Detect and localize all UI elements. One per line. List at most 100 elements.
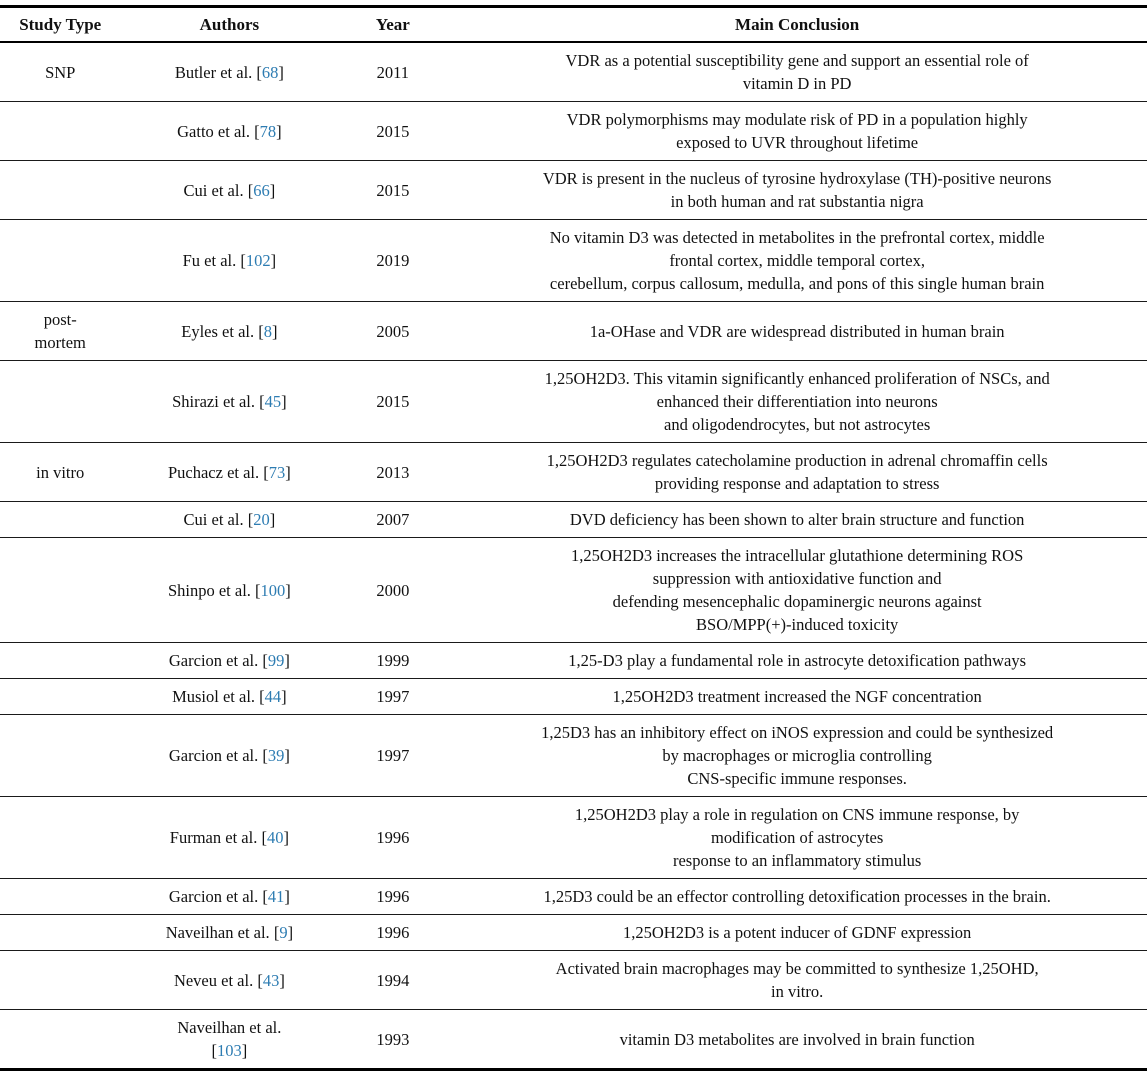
conclusion-cell: DVD deficiency has been shown to alter b… — [447, 501, 1147, 538]
study-type-cell — [0, 914, 121, 951]
study-type-cell: SNP — [0, 42, 121, 102]
column-header-authors: Authors — [120, 6, 339, 43]
study-type-cell — [0, 501, 121, 538]
table-row: Musiol et al. [44] 1997 1,25OH2D3 treatm… — [0, 678, 1147, 715]
authors-cell: Cui et al. [66] — [120, 160, 339, 220]
table-row: Neveu et al. [43] 1994 Activated brain m… — [0, 950, 1147, 1010]
conclusion-cell: 1,25OH2D3 treatment increased the NGF co… — [447, 678, 1147, 715]
authors-cell: Musiol et al. [44] — [120, 678, 339, 715]
study-type-cell — [0, 878, 121, 915]
citation-link[interactable]: 44 — [264, 687, 282, 706]
year-cell: 2019 — [338, 219, 448, 302]
authors-cell: Neveu et al. [43] — [120, 950, 339, 1010]
year-cell: 1997 — [338, 678, 448, 715]
conclusion-cell: vitamin D3 metabolites are involved in b… — [619, 1029, 975, 1049]
year-cell: 1993 — [376, 1029, 410, 1049]
column-header-year: Year — [338, 6, 448, 43]
authors-cell: Eyles et al. [8] — [120, 301, 339, 361]
citation-link[interactable]: 43 — [262, 970, 280, 990]
authors-cell: Shinpo et al. [100] — [120, 537, 339, 643]
citation-link[interactable]: 73 — [268, 462, 286, 482]
table-row: in vitro Puchacz et al. [73] 2013 1,25OH… — [0, 442, 1147, 502]
year-cell: 2007 — [338, 501, 448, 538]
year-cell: 2013 — [338, 442, 448, 502]
conclusion-cell: 1,25D3 has an inhibitory effect on iNOS … — [447, 714, 1147, 797]
table-row: Cui et al. [66] 2015 VDR is present in t… — [0, 160, 1147, 220]
conclusion-cell: No vitamin D3 was detected in metabolite… — [447, 219, 1147, 302]
authors-cell: Butler et al. [68] — [120, 42, 339, 102]
study-type-cell — [0, 796, 121, 879]
study-type-cell — [0, 1010, 120, 1070]
year-cell: 2011 — [338, 42, 448, 102]
conclusion-cell: 1,25OH2D3. This vitamin significantly en… — [447, 360, 1147, 443]
study-type-cell — [0, 360, 121, 443]
authors-cell: Naveilhan et al. [103] — [177, 1018, 282, 1060]
year-cell: 1996 — [338, 878, 448, 915]
table-row: Garcion et al. [39] 1997 1,25D3 has an i… — [0, 714, 1147, 797]
conclusion-cell: VDR as a potential susceptibility gene a… — [447, 42, 1147, 102]
table-row: Shinpo et al. [100] 2000 1,25OH2D3 incre… — [0, 537, 1147, 643]
column-header-main-conclusion: Main Conclusion — [447, 6, 1147, 43]
study-type-cell — [0, 678, 121, 715]
authors-cell: Cui et al. [20] — [120, 501, 339, 538]
citation-link[interactable]: 102 — [245, 251, 271, 270]
conclusion-cell: 1,25D3 could be an effector controlling … — [447, 878, 1147, 915]
study-type-cell: in vitro — [0, 442, 121, 502]
authors-cell: Furman et al. [40] — [120, 796, 339, 879]
authors-cell: Puchacz et al. [73] — [120, 442, 339, 502]
authors-cell: Garcion et al. [99] — [120, 642, 339, 679]
studies-table: Study Type Authors Year Main Conclusion … — [0, 5, 1147, 1071]
conclusion-cell: 1,25OH2D3 regulates catecholamine produc… — [447, 442, 1147, 502]
citation-link[interactable]: 41 — [267, 887, 285, 906]
table-row: post-mortem Eyles et al. [8] 2005 1a-OHa… — [0, 301, 1147, 361]
conclusion-cell: VDR is present in the nucleus of tyrosin… — [447, 160, 1147, 220]
citation-link[interactable]: 99 — [267, 651, 285, 670]
citation-link[interactable]: 39 — [267, 746, 285, 765]
study-type-cell — [0, 219, 121, 302]
column-header-study-type: Study Type — [0, 6, 121, 43]
year-cell: 2015 — [338, 101, 448, 161]
citation-link[interactable]: 100 — [260, 580, 286, 600]
conclusion-cell: 1a-OHase and VDR are widespread distribu… — [447, 301, 1147, 361]
study-type-cell — [0, 642, 121, 679]
conclusion-cell: 1,25-D3 play a fundamental role in astro… — [447, 642, 1147, 679]
study-type-cell — [0, 950, 121, 1010]
table-header: Study Type Authors Year Main Conclusion — [0, 6, 1147, 43]
conclusion-cell: VDR polymorphisms may modulate risk of P… — [447, 101, 1147, 161]
table-row: Cui et al. [20] 2007 DVD deficiency has … — [0, 501, 1147, 538]
study-type-cell — [0, 160, 121, 220]
citation-link[interactable]: 40 — [266, 828, 284, 847]
authors-cell: Garcion et al. [39] — [120, 714, 339, 797]
citation-link[interactable]: 78 — [259, 121, 277, 141]
conclusion-cell: 1,25OH2D3 increases the intracellular gl… — [447, 537, 1147, 643]
citation-link[interactable]: 103 — [217, 1041, 242, 1060]
authors-cell: Naveilhan et al. [9] — [120, 914, 339, 951]
authors-cell: Fu et al. [102] — [120, 219, 339, 302]
table-row: Fu et al. [102] 2019 No vitamin D3 was d… — [0, 219, 1147, 302]
table-row: Garcion et al. [99] 1999 1,25-D3 play a … — [0, 642, 1147, 679]
table-body: SNP Butler et al. [68] 2011 VDR as a pot… — [0, 42, 1147, 1070]
table-row: Naveilhan et al. [103] 1993 vitamin D3 me… — [0, 1010, 1147, 1070]
citation-link[interactable]: 8 — [263, 321, 272, 341]
year-cell: 2000 — [338, 537, 448, 643]
citation-link[interactable]: 9 — [279, 923, 288, 942]
citation-link[interactable]: 20 — [253, 510, 270, 529]
table-row: Furman et al. [40] 1996 1,25OH2D3 play a… — [0, 796, 1147, 879]
year-cell: 1996 — [338, 796, 448, 879]
authors-cell: Gatto et al. [78] — [120, 101, 339, 161]
authors-cell: Garcion et al. [41] — [120, 878, 339, 915]
conclusion-cell: 1,25OH2D3 play a role in regulation on C… — [447, 796, 1147, 879]
table-row: Garcion et al. [41] 1996 1,25D3 could be… — [0, 878, 1147, 915]
study-type-cell: post-mortem — [0, 301, 121, 361]
study-type-cell — [0, 537, 121, 643]
citation-link[interactable]: 45 — [264, 392, 282, 411]
year-cell: 2015 — [338, 160, 448, 220]
citation-link[interactable]: 66 — [253, 180, 270, 200]
citation-link[interactable]: 68 — [261, 62, 279, 82]
year-cell: 1996 — [338, 914, 448, 951]
year-cell: 1999 — [338, 642, 448, 679]
study-type-cell — [0, 714, 121, 797]
year-cell: 1994 — [338, 950, 448, 1010]
table-row: Gatto et al. [78] 2015 VDR polymorphisms… — [0, 101, 1147, 161]
